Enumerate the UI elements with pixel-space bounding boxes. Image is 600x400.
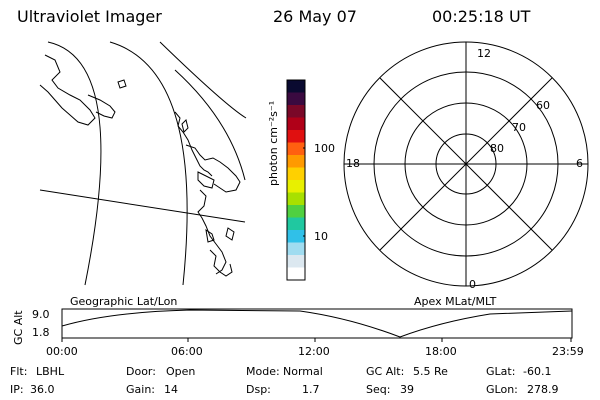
flt-label: Flt:	[10, 365, 28, 378]
colorbar-cell	[287, 267, 305, 281]
gcalt-value: 5.5 Re	[413, 365, 448, 378]
colorbar-cell	[287, 155, 305, 168]
mode-value: Normal	[283, 365, 323, 378]
door-label: Door:	[126, 365, 156, 378]
timeline-ytick-top: 9.0	[32, 308, 50, 321]
coastline	[197, 171, 215, 189]
ip-value: 36.0	[30, 383, 55, 396]
glon-label: GLon:	[486, 383, 518, 396]
coastline	[185, 144, 241, 193]
colorbar-cell	[287, 105, 305, 118]
seq-value: 39	[400, 383, 414, 396]
coastline	[197, 189, 227, 275]
colorbar-cell	[287, 242, 305, 256]
mlt-label-6: 6	[576, 157, 583, 170]
colorbar-cell	[287, 230, 305, 243]
coastline	[174, 111, 213, 177]
timeline-plot	[61, 308, 573, 342]
coastline	[225, 227, 235, 241]
colorbar-cell	[287, 80, 305, 93]
glat-value: -60.1	[523, 365, 552, 378]
geographic-map	[39, 41, 247, 286]
dsp-value: 1.7	[302, 383, 320, 396]
lat-label-70: 70	[512, 121, 526, 134]
colorbar-unit-label: photon cm⁻²s⁻¹	[267, 100, 280, 186]
colorbar-cell	[287, 92, 305, 106]
coastline	[117, 79, 127, 89]
colorbar-cell	[287, 180, 305, 193]
mlt-label-12: 12	[477, 47, 491, 60]
timeline-xtick: 12:00	[298, 345, 330, 358]
timeline-xtick: 00:00	[46, 345, 78, 358]
glon-value: 278.9	[527, 383, 559, 396]
coastline	[205, 228, 215, 243]
map-grid-line	[159, 41, 247, 119]
mlt-label-18: 18	[346, 157, 360, 170]
colorbar	[286, 79, 306, 281]
colorbar-tick-10: 10	[314, 230, 328, 243]
coastline	[39, 54, 96, 126]
dsp-label: Dsp:	[246, 383, 271, 396]
ip-label: IP:	[10, 383, 24, 396]
gcalt-label: GC Alt:	[366, 365, 405, 378]
app-title: Ultraviolet Imager	[17, 7, 162, 26]
colorbar-cell	[287, 167, 305, 181]
seq-label: Seq:	[366, 383, 391, 396]
map-grid-line	[109, 41, 188, 286]
gain-value: 14	[164, 383, 178, 396]
colorbar-cell	[287, 217, 305, 231]
polar-diagonal	[379, 77, 553, 251]
colorbar-tick-100: 100	[314, 142, 335, 155]
colorbar-cell	[287, 205, 305, 218]
lat-label-60: 60	[536, 99, 550, 112]
coastline	[181, 119, 189, 133]
altitude-curve	[61, 309, 573, 338]
timeline-ylabel: GC Alt	[12, 310, 25, 345]
map-grid-line	[174, 69, 246, 181]
mode-label: Mode:	[246, 365, 280, 378]
timeline-ytick-bottom: 1.8	[32, 326, 50, 339]
date-label: 26 May 07	[273, 7, 357, 26]
timeline-xtick: 23:59	[552, 345, 584, 358]
polar-plot	[343, 41, 589, 287]
flt-value: LBHL	[36, 365, 65, 378]
coastline	[87, 94, 116, 119]
lat-label-80: 80	[490, 142, 504, 155]
mlt-label-0: 0	[469, 278, 476, 291]
colorbar-cell	[287, 130, 305, 143]
apex-label: Apex MLat/MLT	[414, 295, 497, 308]
time-label: 00:25:18 UT	[432, 7, 531, 26]
geographic-label: Geographic Lat/Lon	[70, 295, 178, 308]
gain-label: Gain:	[126, 383, 155, 396]
colorbar-cell	[287, 255, 305, 268]
glat-label: GLat:	[486, 365, 516, 378]
colorbar-cell	[287, 117, 305, 131]
coastline	[209, 249, 233, 277]
timeline-xtick: 18:00	[425, 345, 457, 358]
colorbar-cell	[287, 142, 305, 156]
door-value: Open	[166, 365, 196, 378]
timeline-xtick: 06:00	[171, 345, 203, 358]
colorbar-cell	[287, 192, 305, 206]
map-grid-line	[47, 41, 102, 286]
map-grid-line	[39, 189, 246, 223]
